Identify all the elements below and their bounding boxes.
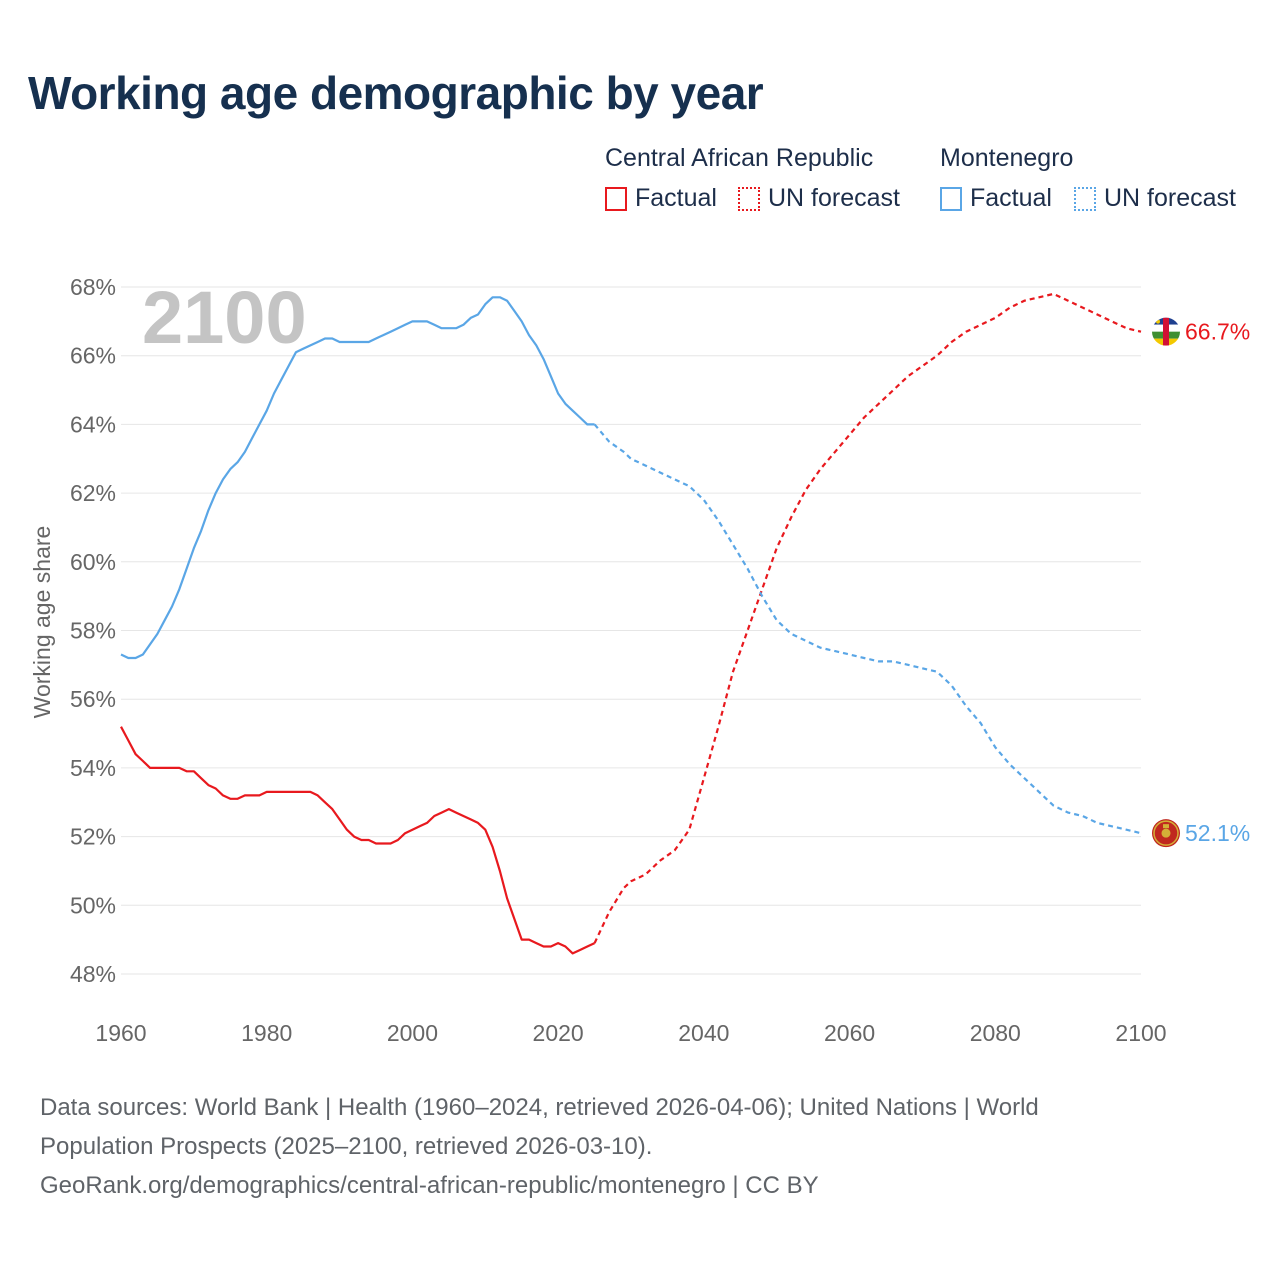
- x-tick-label: 1960: [95, 1020, 146, 1046]
- x-tick-label: 2020: [533, 1020, 584, 1046]
- montenegro-flag-icon: [1152, 819, 1180, 848]
- legend-swatch-solid-blue: [940, 186, 962, 211]
- legend-group-car: Central African Republic: [605, 144, 874, 172]
- montenegro-end-value-label: 52.1%: [1185, 820, 1250, 846]
- line-chart: 2100 48% 50% 52% 54% 56% 58% 60% 62% 64% 66% 68% 19…: [29, 274, 1250, 1046]
- x-tick-label: 1980: [241, 1020, 292, 1046]
- axis-layer: 48% 50% 52% 54% 56% 58% 60% 62% 64% 66% 68% 1960 198…: [70, 274, 1167, 1046]
- legend-swatch-dotted-blue: [1074, 186, 1096, 211]
- y-tick-label: 56%: [70, 686, 116, 712]
- year-watermark: 2100: [142, 276, 307, 359]
- y-tick-label: 66%: [70, 343, 116, 369]
- legend-group-montenegro: Montenegro: [940, 144, 1074, 172]
- y-tick-label: 50%: [70, 892, 116, 918]
- y-tick-label: 64%: [70, 411, 116, 437]
- legend-swatch-dotted-red: [738, 186, 760, 211]
- y-tick-label: 54%: [70, 755, 116, 781]
- y-tick-label: 68%: [70, 274, 116, 300]
- montenegro-factual-line[interactable]: [120, 296, 595, 660]
- x-tick-label: 2040: [678, 1020, 729, 1046]
- car-factual-line[interactable]: [120, 726, 596, 955]
- y-tick-label: 60%: [70, 549, 116, 575]
- chart-title: Working age demographic by year: [28, 67, 764, 119]
- car-flag-icon: [1152, 317, 1180, 346]
- y-tick-label: 48%: [70, 961, 116, 987]
- x-tick-label: 2080: [970, 1020, 1021, 1046]
- legend-swatch-solid-red: [605, 186, 627, 211]
- legend-montenegro-forecast[interactable]: UN forecast: [1074, 184, 1236, 213]
- legend-car-factual[interactable]: Factual: [605, 184, 717, 213]
- footer-attribution[interactable]: GeoRank.org/demographics/central-african…: [40, 1172, 819, 1199]
- legend-montenegro-factual[interactable]: Factual: [940, 184, 1052, 213]
- end-label-layer: 66.7% 52.1%: [1152, 317, 1250, 848]
- x-tick-label: 2000: [387, 1020, 438, 1046]
- footer-source-line-1: Data sources: World Bank | Health (1960–…: [40, 1094, 1039, 1121]
- y-tick-label: 58%: [70, 618, 116, 644]
- x-tick-label: 2060: [824, 1020, 875, 1046]
- car-forecast-line[interactable]: [593, 292, 1142, 944]
- montenegro-forecast-line[interactable]: [593, 423, 1142, 835]
- series-layer: [120, 292, 1142, 955]
- legend-car-forecast[interactable]: UN forecast: [738, 184, 900, 213]
- y-tick-label: 52%: [70, 824, 116, 850]
- legend-label: UN forecast: [1104, 184, 1236, 212]
- legend-label: UN forecast: [768, 184, 900, 212]
- grid-layer: [121, 286, 1141, 975]
- y-axis-label: Working age share: [29, 526, 55, 719]
- x-tick-label: 2100: [1115, 1020, 1166, 1046]
- footer-source-line-2: Population Prospects (2025–2100, retriev…: [40, 1133, 653, 1160]
- legend-label: Factual: [970, 184, 1052, 212]
- legend-label: Factual: [635, 184, 717, 212]
- car-end-value-label: 66.7%: [1185, 319, 1250, 345]
- footer: Data sources: World Bank | Health (1960–…: [40, 1088, 1240, 1205]
- y-tick-label: 62%: [70, 480, 116, 506]
